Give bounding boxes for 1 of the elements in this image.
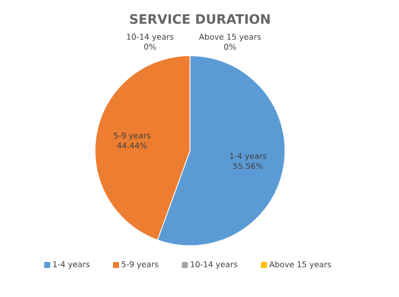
chart-title: SERVICE DURATION [130, 14, 270, 24]
